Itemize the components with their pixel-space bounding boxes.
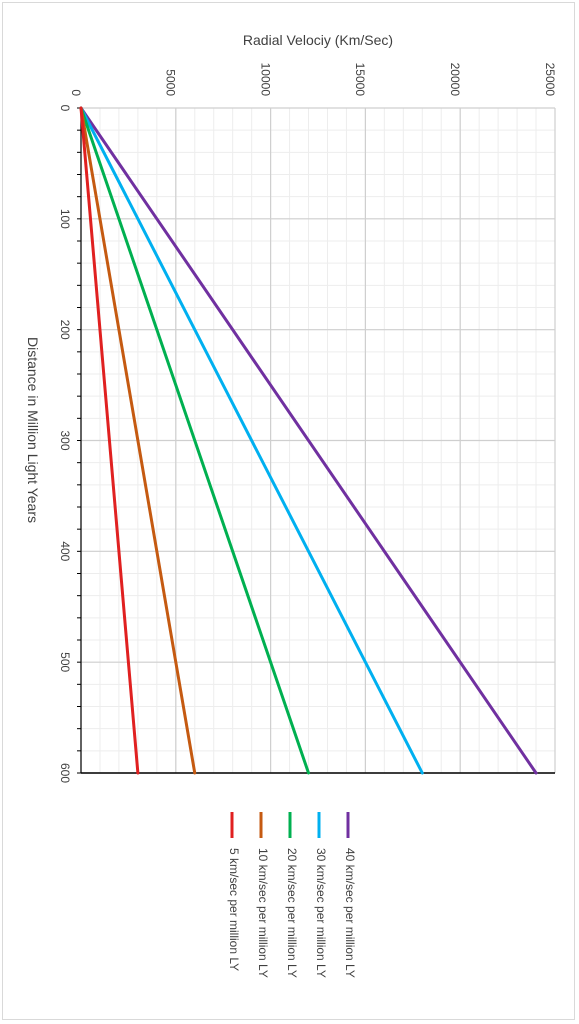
velocity-tick-label: 25000: [543, 63, 557, 97]
series-line-30: [79, 106, 424, 775]
series-lines: [79, 106, 538, 775]
velocity-tick-label: 10000: [258, 63, 272, 97]
velocity-tick-label: 5000: [164, 69, 178, 96]
legend-label-5: 5 km/sec per million LY: [227, 848, 241, 971]
distance-axis-label: Distance in Million Light Years: [25, 337, 41, 523]
legend-label-10: 10 km/sec per million LY: [256, 848, 270, 978]
series-line-5: [79, 106, 140, 775]
velocity-tick-label: 0: [69, 89, 83, 96]
distance-tick-label: 200: [58, 320, 72, 340]
series-line-40: [79, 106, 538, 775]
legend-label-20: 20 km/sec per million LY: [285, 848, 299, 978]
legend-label-40: 40 km/sec per million LY: [343, 848, 357, 978]
series-line-10: [79, 106, 197, 775]
velocity-tick-label: 15000: [353, 63, 367, 97]
velocity-tick-label: 20000: [448, 63, 462, 97]
distance-tick-label: 100: [58, 209, 72, 229]
distance-tick-label: 400: [58, 541, 72, 561]
tick-labels: 0 5000 10000 15000 20000 25000 0 100 200 300 400 50…: [58, 63, 557, 784]
distance-tick-label: 0: [58, 105, 72, 112]
series-line-20: [79, 106, 311, 775]
radial-velocity-axis-label: Radial Velociy (Km/Sec): [243, 32, 393, 48]
distance-tick-label: 500: [58, 652, 72, 672]
legend-label-30: 30 km/sec per million LY: [314, 848, 328, 978]
legend: 40 km/sec per million LY 30 km/sec per mi…: [227, 812, 357, 978]
distance-tick-label: 300: [58, 430, 72, 450]
distance-tick-label: 600: [58, 763, 72, 783]
